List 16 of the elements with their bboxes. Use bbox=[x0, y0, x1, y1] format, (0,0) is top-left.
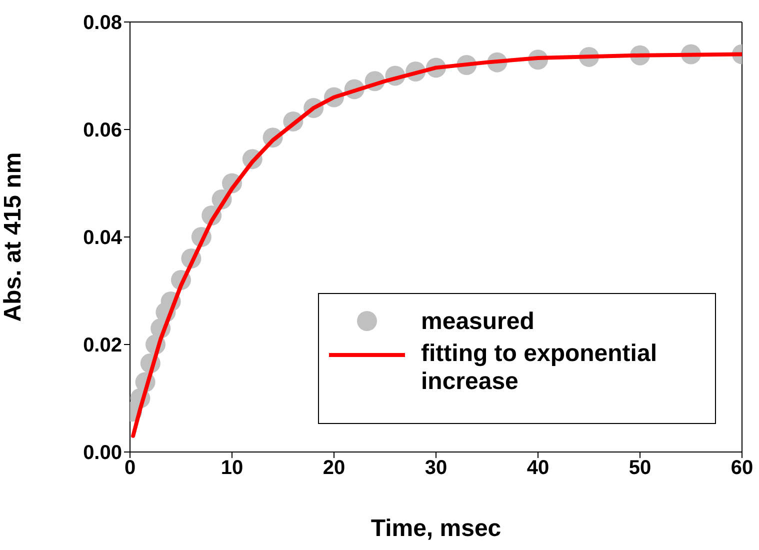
x-tick-label: 20 bbox=[322, 457, 346, 480]
x-tick-label: 0 bbox=[124, 457, 136, 480]
y-tick-label: 0.06 bbox=[83, 120, 122, 142]
x-axis-title: Time, msec bbox=[370, 515, 502, 542]
x-tick-label: 60 bbox=[730, 457, 754, 480]
x-tick-label: 50 bbox=[628, 457, 652, 480]
legend-label: measured bbox=[421, 308, 536, 336]
y-tick-label: 0.02 bbox=[83, 334, 122, 357]
y-tick-label: 0.08 bbox=[83, 12, 122, 34]
y-tick-label: 0.04 bbox=[83, 227, 123, 250]
x-tick-label: 40 bbox=[526, 457, 550, 480]
legend-label: fitting to exponential increase bbox=[421, 340, 658, 396]
y-tick-label: 0.00 bbox=[83, 442, 122, 464]
x-tick-label: 30 bbox=[424, 457, 448, 480]
x-tick-label: 10 bbox=[220, 457, 244, 480]
y-axis-title: Abs. at 415 nm bbox=[0, 152, 27, 322]
